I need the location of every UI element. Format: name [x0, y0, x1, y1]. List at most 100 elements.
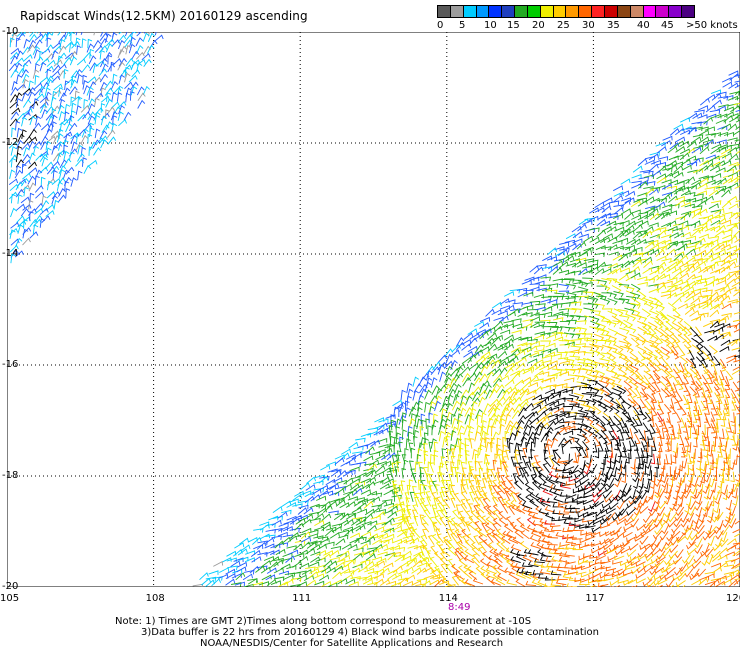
wind-barb	[27, 175, 36, 185]
wind-barb	[680, 405, 687, 416]
wind-barb	[45, 105, 54, 115]
wind-barb	[581, 248, 592, 255]
wind-barb	[636, 415, 643, 426]
wind-barb	[110, 101, 120, 109]
wind-barb	[17, 224, 24, 234]
wind-barb	[52, 170, 58, 180]
wind-barb	[356, 472, 367, 478]
wind-barb	[404, 400, 410, 412]
wind-barb	[544, 438, 552, 450]
wind-barb	[487, 417, 494, 429]
wind-barb	[95, 137, 105, 146]
wind-barb	[39, 166, 49, 174]
wind-barb	[734, 321, 740, 328]
wind-barb	[386, 473, 392, 484]
legend-swatch	[566, 6, 580, 17]
wind-barb	[480, 355, 491, 364]
legend-tick-label: 5	[459, 20, 466, 31]
wind-barb	[587, 302, 599, 309]
wind-barb	[14, 169, 23, 179]
wind-barb	[719, 358, 727, 369]
wind-barb	[404, 520, 411, 531]
wind-barb	[639, 410, 648, 421]
wind-barb	[435, 484, 440, 495]
wind-barb	[22, 172, 32, 180]
legend-swatch	[643, 6, 657, 17]
wind-barb	[409, 460, 414, 471]
wind-barb	[559, 551, 570, 558]
wind-barb	[15, 50, 24, 60]
wind-barb	[303, 574, 315, 581]
wind-barb	[404, 448, 409, 459]
wind-barb	[357, 566, 368, 573]
wind-barb	[491, 301, 502, 309]
wind-barb	[483, 402, 492, 414]
wind-barb	[278, 581, 289, 587]
wind-barb	[539, 568, 551, 575]
wind-barb	[595, 369, 606, 378]
wind-barb	[669, 128, 680, 136]
wind-barb	[418, 376, 427, 387]
wind-barb	[536, 287, 547, 293]
wind-barb	[656, 197, 667, 203]
wind-barb	[698, 175, 709, 180]
wind-barb	[9, 244, 19, 253]
wind-barb	[496, 528, 506, 538]
wind-barb	[71, 141, 78, 151]
wind-barb	[674, 136, 686, 143]
wind-barb	[425, 365, 435, 375]
wind-barb	[349, 478, 361, 485]
wind-barb	[491, 359, 501, 369]
wind-barb	[22, 237, 31, 246]
wind-barb	[722, 234, 733, 240]
wind-barb	[436, 502, 444, 513]
wind-barb	[631, 238, 642, 246]
wind-barb	[502, 436, 507, 448]
wind-barb	[564, 437, 575, 444]
wind-barb	[475, 408, 483, 419]
wind-barb	[648, 208, 659, 216]
wind-barb	[548, 417, 559, 423]
wind-barb	[559, 421, 570, 426]
wind-barb	[505, 554, 515, 563]
legend-tick-label: 40	[637, 20, 650, 31]
wind-barb	[679, 178, 690, 184]
wind-barb	[93, 76, 102, 85]
wind-barb	[657, 212, 668, 217]
wind-barb	[504, 367, 514, 377]
wind-barb	[534, 321, 546, 327]
wind-barb	[389, 435, 395, 447]
wind-barb	[613, 415, 622, 426]
wind-barb	[277, 531, 288, 537]
wind-barb	[374, 526, 385, 532]
wind-barb	[720, 428, 725, 440]
wind-barb	[17, 194, 23, 204]
wind-barb	[373, 479, 384, 485]
wind-barb	[705, 404, 710, 415]
wind-barb	[717, 95, 729, 101]
wind-barb	[506, 407, 516, 417]
wind-barb	[679, 272, 690, 280]
wind-barb	[382, 447, 393, 455]
wind-barb	[375, 509, 387, 514]
wind-barb	[685, 245, 697, 250]
wind-barb	[705, 418, 712, 429]
wind-barb	[301, 541, 311, 550]
wind-barb	[709, 165, 720, 172]
wind-barb	[601, 308, 613, 313]
wind-barb	[46, 59, 56, 67]
wind-barb	[651, 512, 660, 523]
wind-barb	[641, 387, 648, 398]
wind-barb	[548, 470, 559, 479]
wind-barb	[235, 572, 246, 581]
wind-map[interactable]	[7, 32, 740, 587]
wind-barb	[17, 178, 27, 186]
wind-barb	[45, 147, 52, 158]
wind-barb	[727, 258, 738, 264]
wind-barb	[606, 291, 618, 299]
wind-barb	[599, 358, 610, 365]
wind-barb	[678, 225, 690, 231]
wind-barb	[636, 523, 646, 532]
wind-barb	[716, 224, 726, 233]
wind-barb	[601, 212, 612, 219]
